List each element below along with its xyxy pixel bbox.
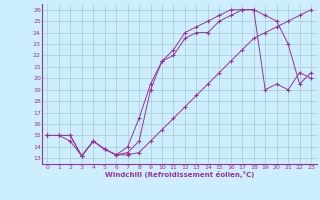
X-axis label: Windchill (Refroidissement éolien,°C): Windchill (Refroidissement éolien,°C)	[105, 171, 254, 178]
